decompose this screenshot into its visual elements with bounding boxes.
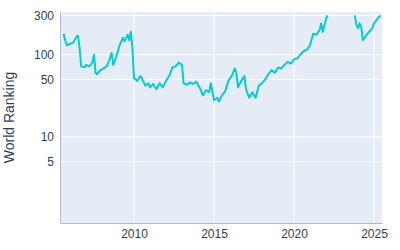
y-axis-line (60, 13, 61, 224)
grid (60, 12, 382, 223)
grid-line-x (214, 12, 215, 223)
grid-line-y (60, 161, 382, 162)
y-axis: 5 10 50 100 300 (34, 9, 61, 224)
y-tick-label: 5 (47, 155, 54, 169)
grid-line-x (374, 12, 375, 223)
x-tick-label: 2010 (121, 227, 148, 241)
y-tick: 50 (41, 73, 60, 87)
x-tick-label: 2015 (201, 227, 228, 241)
y-tick-label: 300 (34, 9, 54, 23)
grid-line-y (60, 54, 382, 55)
y-tick-label: 50 (41, 73, 55, 87)
y-axis-title: World Ranking (1, 72, 17, 164)
y-tick: 300 (34, 9, 60, 23)
grid-line-y (60, 15, 382, 16)
plot-background (60, 12, 382, 223)
x-tick: 2010 (121, 223, 148, 241)
x-tick: 2015 (201, 223, 228, 241)
y-tick: 5 (47, 155, 60, 169)
grid-line-y (60, 79, 382, 80)
ranking-line (64, 15, 381, 101)
y-tick-label: 10 (41, 130, 55, 144)
grid-line-y (60, 136, 382, 137)
y-tick: 10 (41, 130, 60, 144)
x-axis: 2010 2015 2020 2025 (61, 223, 389, 241)
y-tick: 100 (34, 48, 60, 62)
x-axis-line (61, 223, 383, 224)
grid-line-x (134, 12, 135, 223)
x-tick-label: 2020 (281, 227, 308, 241)
chart: 2010 2015 2020 2025 5 10 50 100 300 World Ranking (0, 0, 400, 250)
x-tick: 2025 (361, 223, 388, 241)
x-tick: 2020 (281, 223, 308, 241)
y-tick-label: 100 (34, 48, 54, 62)
grid-line-x (294, 12, 295, 223)
x-tick-label: 2025 (361, 227, 388, 241)
data-layer (64, 15, 381, 101)
